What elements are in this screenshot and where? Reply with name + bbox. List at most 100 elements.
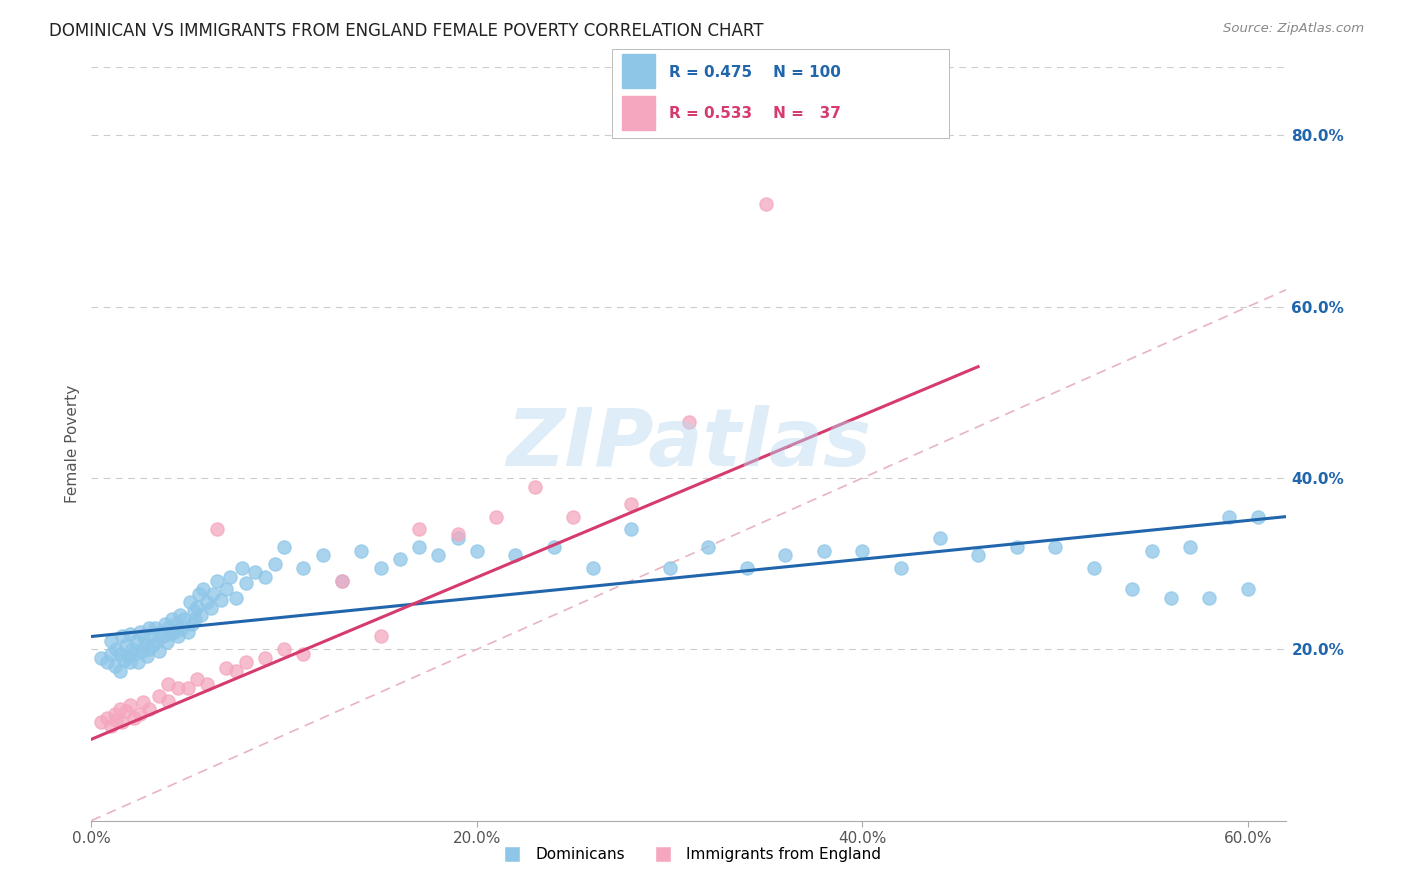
- Point: [148, 690, 170, 704]
- Text: R = 0.533    N =   37: R = 0.533 N = 37: [669, 106, 841, 120]
- Legend: Dominicans, Immigrants from England: Dominicans, Immigrants from England: [496, 847, 882, 862]
- Point: [188, 587, 211, 601]
- Point: [370, 630, 392, 644]
- Point: [159, 627, 181, 641]
- Point: [1246, 509, 1268, 524]
- Point: [157, 694, 180, 708]
- Point: [408, 540, 430, 554]
- Point: [177, 681, 200, 695]
- Point: [186, 599, 208, 614]
- Point: [193, 582, 215, 597]
- Point: [678, 415, 700, 429]
- Point: [813, 544, 835, 558]
- Point: [755, 197, 778, 211]
- Point: [581, 561, 603, 575]
- Point: [205, 574, 228, 588]
- Point: [138, 702, 160, 716]
- Point: [1178, 540, 1201, 554]
- Point: [184, 612, 207, 626]
- Point: [1237, 582, 1260, 597]
- Point: [225, 664, 247, 678]
- Point: [928, 531, 950, 545]
- Point: [735, 561, 758, 575]
- Point: [118, 655, 141, 669]
- Point: [167, 630, 190, 644]
- Point: [1140, 544, 1163, 558]
- Point: [195, 676, 218, 690]
- Point: [263, 557, 285, 571]
- Point: [209, 592, 232, 607]
- Point: [132, 630, 155, 644]
- Point: [90, 651, 112, 665]
- Point: [132, 695, 155, 709]
- Point: [273, 540, 295, 554]
- Point: [253, 651, 276, 665]
- Point: [122, 711, 145, 725]
- Point: [225, 591, 247, 605]
- Point: [112, 652, 135, 666]
- Point: [231, 561, 253, 575]
- Point: [100, 647, 122, 661]
- Text: Source: ZipAtlas.com: Source: ZipAtlas.com: [1223, 22, 1364, 36]
- Point: [103, 659, 125, 673]
- Point: [141, 630, 162, 644]
- Point: [127, 655, 149, 669]
- Point: [96, 711, 118, 725]
- Point: [273, 642, 295, 657]
- Point: [1083, 561, 1105, 575]
- Y-axis label: Female Poverty: Female Poverty: [65, 384, 80, 503]
- Point: [967, 548, 990, 562]
- Point: [330, 574, 353, 588]
- Point: [100, 719, 122, 733]
- Point: [446, 531, 468, 545]
- Point: [245, 566, 267, 580]
- Point: [330, 574, 353, 588]
- Point: [117, 649, 139, 664]
- Point: [195, 595, 218, 609]
- Bar: [621, 54, 655, 88]
- Point: [427, 548, 450, 562]
- Point: [162, 612, 184, 626]
- Point: [620, 523, 643, 537]
- Point: [388, 552, 411, 566]
- Point: [562, 509, 585, 524]
- Point: [136, 649, 159, 664]
- Point: [370, 561, 392, 575]
- Point: [167, 681, 190, 695]
- Point: [142, 638, 165, 652]
- Point: [118, 627, 141, 641]
- Point: [163, 625, 186, 640]
- Point: [1218, 509, 1240, 524]
- Point: [408, 523, 430, 537]
- Point: [465, 544, 488, 558]
- Point: [446, 526, 468, 541]
- Point: [180, 616, 202, 631]
- Point: [205, 523, 228, 537]
- Point: [103, 706, 125, 721]
- Point: [890, 561, 912, 575]
- Point: [235, 575, 257, 590]
- Point: [1005, 540, 1028, 554]
- Point: [170, 621, 193, 635]
- Point: [312, 548, 335, 562]
- Point: [292, 561, 315, 575]
- Point: [149, 625, 172, 640]
- Point: [121, 642, 143, 657]
- Point: [190, 608, 212, 623]
- Point: [292, 647, 315, 661]
- Point: [146, 633, 169, 648]
- Point: [110, 647, 132, 661]
- Point: [131, 644, 153, 658]
- Text: R = 0.475    N = 100: R = 0.475 N = 100: [669, 65, 841, 79]
- Point: [235, 655, 257, 669]
- Point: [1121, 582, 1143, 597]
- Point: [90, 715, 112, 730]
- Text: DOMINICAN VS IMMIGRANTS FROM ENGLAND FEMALE POVERTY CORRELATION CHART: DOMINICAN VS IMMIGRANTS FROM ENGLAND FEM…: [49, 22, 763, 40]
- Point: [134, 638, 156, 652]
- Point: [183, 604, 205, 618]
- Text: ZIPatlas: ZIPatlas: [506, 405, 872, 483]
- Point: [155, 635, 177, 649]
- Point: [165, 616, 187, 631]
- Point: [110, 664, 132, 678]
- Point: [219, 569, 242, 583]
